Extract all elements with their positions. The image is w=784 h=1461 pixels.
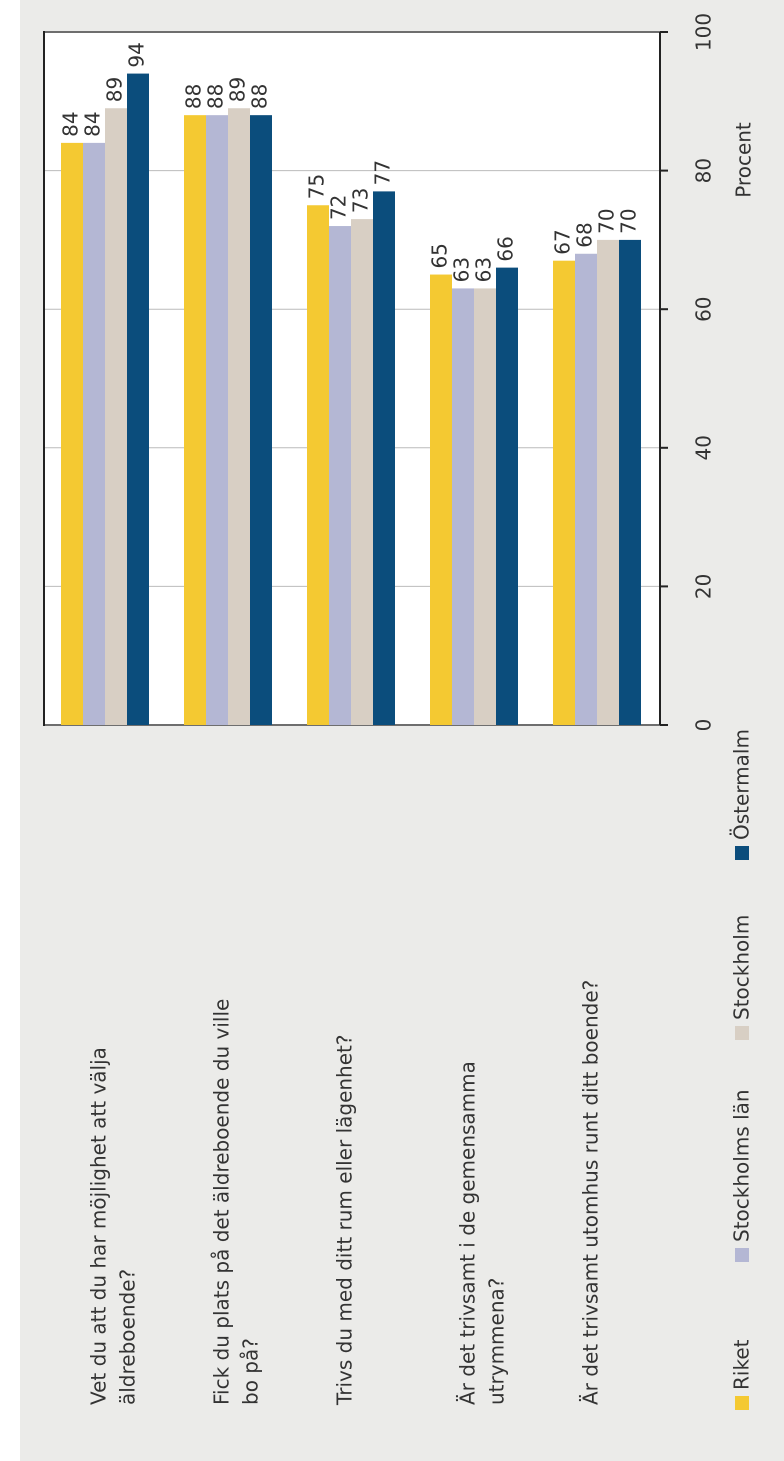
value-label: 84 — [59, 111, 83, 136]
category-label: äldreboende? — [116, 1269, 140, 1405]
category-label: utrymmena? — [485, 1278, 509, 1405]
category-label: bo på? — [239, 1338, 263, 1405]
value-label: 89 — [226, 77, 250, 102]
value-label: 68 — [573, 222, 597, 247]
y-tick-label: 100 — [692, 13, 716, 51]
category-label: Vet du att du har möjlighet att välja — [87, 1047, 111, 1405]
category-label: Trivs du med ditt rum eller lägenhet? — [333, 1035, 357, 1407]
legend-label: Riket — [730, 1339, 754, 1390]
bar — [474, 288, 496, 725]
value-label: 63 — [472, 257, 496, 282]
value-label: 73 — [349, 188, 373, 213]
bar — [184, 115, 206, 725]
bar — [373, 191, 395, 725]
bar — [206, 115, 228, 725]
bar — [452, 288, 474, 725]
value-label: 77 — [371, 160, 395, 185]
value-label: 70 — [617, 208, 641, 233]
legend-swatch — [735, 1026, 749, 1040]
value-label: 94 — [125, 42, 149, 67]
legend-swatch — [735, 846, 749, 860]
value-label: 63 — [450, 257, 474, 282]
bar — [351, 219, 373, 726]
value-label: 88 — [204, 84, 228, 109]
bar — [597, 239, 619, 725]
bar — [127, 73, 149, 725]
value-label: 89 — [103, 77, 127, 102]
bar — [228, 108, 250, 726]
bar — [496, 267, 518, 725]
bar — [83, 142, 105, 725]
bar — [329, 226, 351, 726]
category-label: Fick du plats på det äldreboende du vill… — [210, 999, 234, 1405]
y-tick-label: 60 — [692, 296, 716, 321]
y-tick-label: 20 — [692, 574, 716, 599]
legend-swatch — [735, 1396, 749, 1410]
legend-label: Stockholm — [730, 915, 754, 1020]
bar — [250, 115, 272, 725]
legend-label: Stockholms län — [730, 1089, 754, 1242]
bar — [430, 274, 452, 725]
value-label: 88 — [248, 84, 272, 109]
value-label: 66 — [494, 236, 518, 261]
category-label: Är det trivsamt utomhus runt ditt boende… — [579, 980, 603, 1405]
bar — [575, 253, 597, 725]
value-label: 70 — [595, 208, 619, 233]
bar — [619, 239, 641, 725]
bar — [61, 142, 83, 725]
y-tick-label: 40 — [692, 435, 716, 460]
legend-swatch — [735, 1248, 749, 1262]
y-tick-label: 80 — [692, 158, 716, 183]
axis-title: Procent — [732, 122, 756, 198]
bar — [553, 260, 575, 725]
value-label: 75 — [305, 174, 329, 199]
bar — [307, 205, 329, 725]
value-label: 67 — [551, 229, 575, 254]
value-label: 65 — [428, 243, 452, 268]
category-label: Är det trivsamt i de gemensamma — [456, 1061, 480, 1405]
y-tick-label: 0 — [692, 719, 716, 732]
value-label: 84 — [81, 111, 105, 136]
value-label: 72 — [327, 195, 351, 220]
bar — [105, 108, 127, 726]
value-label: 88 — [182, 84, 206, 109]
legend-label: Östermalm — [730, 729, 754, 840]
